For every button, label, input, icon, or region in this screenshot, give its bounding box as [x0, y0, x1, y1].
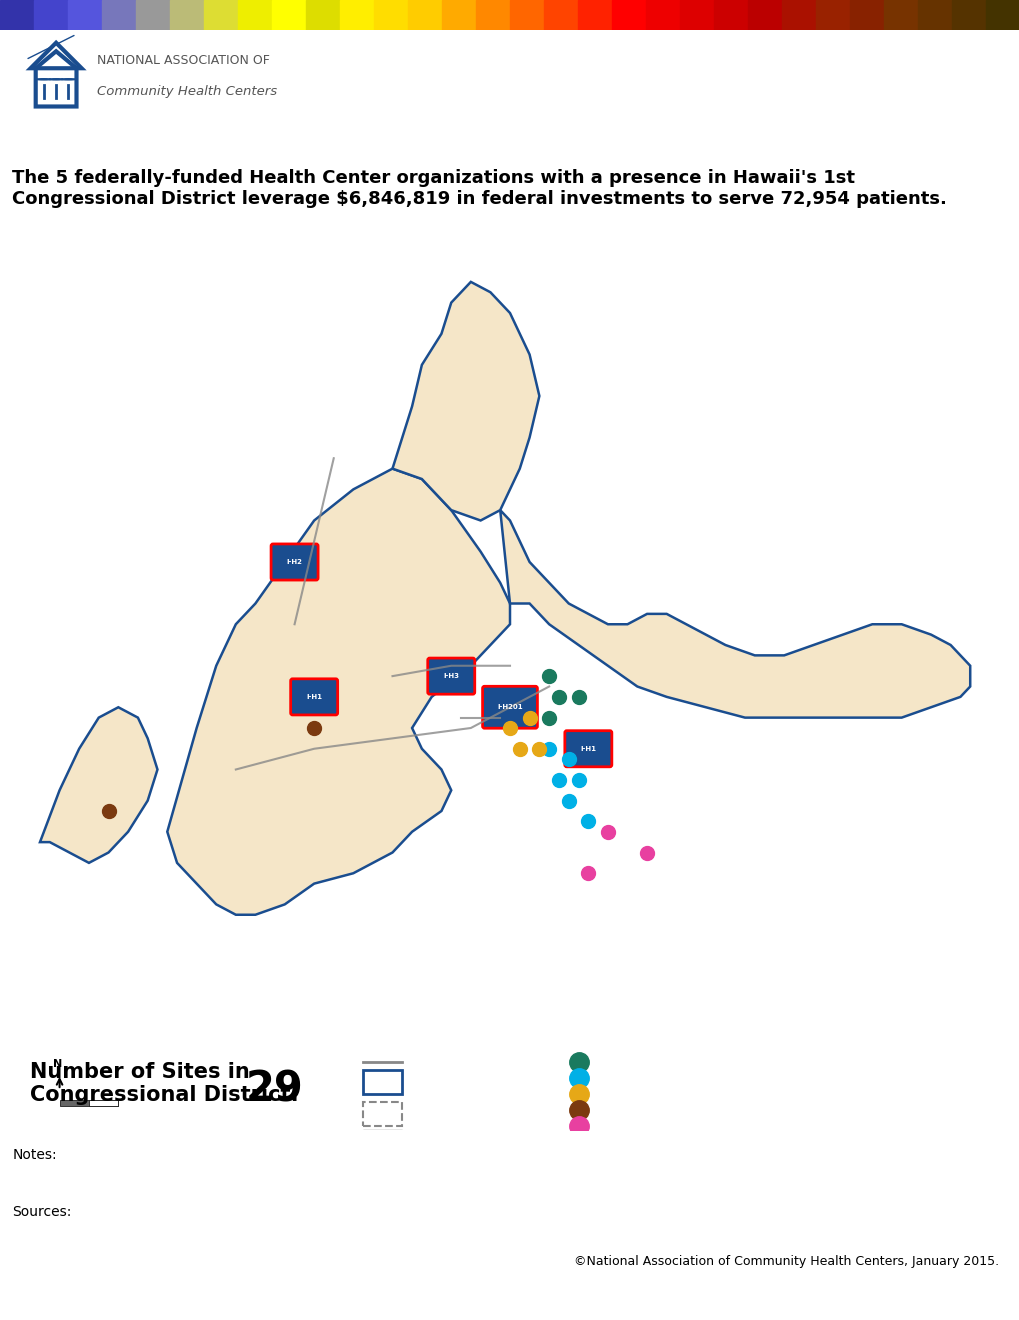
Bar [476, 0, 510, 30]
Bar [0, 0, 34, 30]
Bar [951, 0, 985, 30]
Bar [363, 1071, 401, 1094]
Text: Number of Sites in
Congressional District:: Number of Sites in Congressional Distric… [31, 1063, 299, 1105]
Bar [782, 0, 815, 30]
FancyBboxPatch shape [271, 544, 318, 579]
Bar [849, 0, 883, 30]
Text: Community Health Centers: Community Health Centers [97, 86, 277, 98]
Text: I-H201: I-H201 [496, 705, 523, 710]
FancyBboxPatch shape [427, 659, 474, 694]
Bar [59, 1100, 118, 1106]
Text: N: N [53, 1059, 62, 1069]
Text: I-H1: I-H1 [580, 746, 596, 752]
Bar [68, 0, 102, 30]
Bar [272, 0, 306, 30]
Bar [713, 0, 747, 30]
Text: ©National Association of Community Health Centers, January 2015.: ©National Association of Community Healt… [574, 1255, 999, 1269]
Bar [34, 0, 68, 30]
Text: I-H3: I-H3 [443, 673, 459, 678]
Bar [136, 0, 170, 30]
Polygon shape [167, 469, 510, 915]
Bar [89, 1100, 118, 1106]
Bar [543, 0, 578, 30]
Polygon shape [499, 510, 969, 718]
Bar [578, 0, 611, 30]
Bar [170, 0, 204, 30]
FancyBboxPatch shape [482, 686, 537, 729]
Bar [363, 1102, 401, 1126]
Bar [815, 0, 849, 30]
FancyBboxPatch shape [290, 678, 337, 715]
Text: Sources:: Sources: [12, 1205, 71, 1218]
Bar [363, 1130, 401, 1146]
Bar [408, 0, 441, 30]
Bar [611, 0, 645, 30]
Bar [339, 0, 374, 30]
FancyBboxPatch shape [565, 731, 611, 767]
Bar [237, 0, 272, 30]
Bar [917, 0, 951, 30]
Bar [883, 0, 917, 30]
Bar [747, 0, 782, 30]
Bar [102, 0, 136, 30]
Bar [985, 0, 1019, 30]
Polygon shape [392, 282, 539, 520]
Bar [645, 0, 680, 30]
Text: Notes:: Notes: [12, 1148, 57, 1162]
Bar [306, 0, 339, 30]
Text: I-H2: I-H2 [286, 558, 303, 565]
Bar [680, 0, 713, 30]
Text: The 5 federally-funded Health Center organizations with a presence in Hawaii's 1: The 5 federally-funded Health Center org… [12, 169, 947, 207]
Text: I-H1: I-H1 [306, 694, 322, 700]
FancyArrowPatch shape [28, 36, 74, 58]
Bar [441, 0, 476, 30]
Text: NATIONAL ASSOCIATION OF: NATIONAL ASSOCIATION OF [97, 54, 269, 67]
Bar [204, 0, 237, 30]
Bar [374, 0, 408, 30]
Polygon shape [40, 708, 157, 863]
Text: 29: 29 [246, 1069, 303, 1111]
Bar [510, 0, 543, 30]
